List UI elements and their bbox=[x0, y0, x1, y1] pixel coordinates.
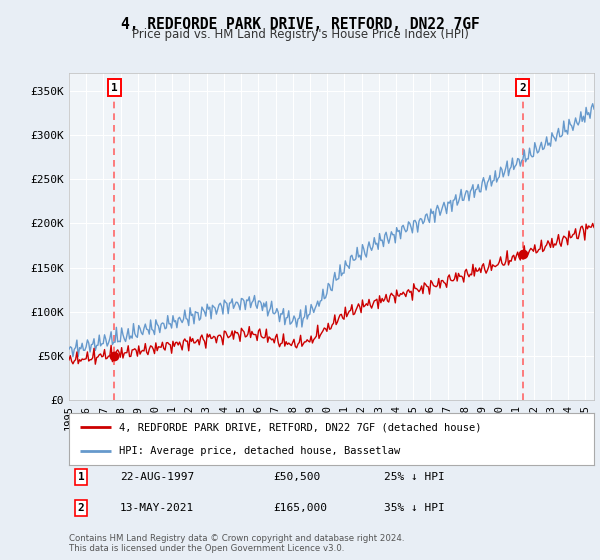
Text: 4, REDFORDE PARK DRIVE, RETFORD, DN22 7GF (detached house): 4, REDFORDE PARK DRIVE, RETFORD, DN22 7G… bbox=[119, 422, 481, 432]
Text: 25% ↓ HPI: 25% ↓ HPI bbox=[384, 472, 445, 482]
Text: HPI: Average price, detached house, Bassetlaw: HPI: Average price, detached house, Bass… bbox=[119, 446, 400, 456]
Text: 1: 1 bbox=[111, 82, 118, 92]
Text: £50,500: £50,500 bbox=[273, 472, 320, 482]
Text: 2: 2 bbox=[77, 503, 85, 513]
Text: Price paid vs. HM Land Registry's House Price Index (HPI): Price paid vs. HM Land Registry's House … bbox=[131, 28, 469, 41]
Text: 4, REDFORDE PARK DRIVE, RETFORD, DN22 7GF: 4, REDFORDE PARK DRIVE, RETFORD, DN22 7G… bbox=[121, 17, 479, 32]
Text: 22-AUG-1997: 22-AUG-1997 bbox=[120, 472, 194, 482]
Text: 1: 1 bbox=[77, 472, 85, 482]
Text: 2: 2 bbox=[520, 82, 526, 92]
Text: Contains HM Land Registry data © Crown copyright and database right 2024.
This d: Contains HM Land Registry data © Crown c… bbox=[69, 534, 404, 553]
Text: 35% ↓ HPI: 35% ↓ HPI bbox=[384, 503, 445, 513]
Text: 13-MAY-2021: 13-MAY-2021 bbox=[120, 503, 194, 513]
Text: £165,000: £165,000 bbox=[273, 503, 327, 513]
